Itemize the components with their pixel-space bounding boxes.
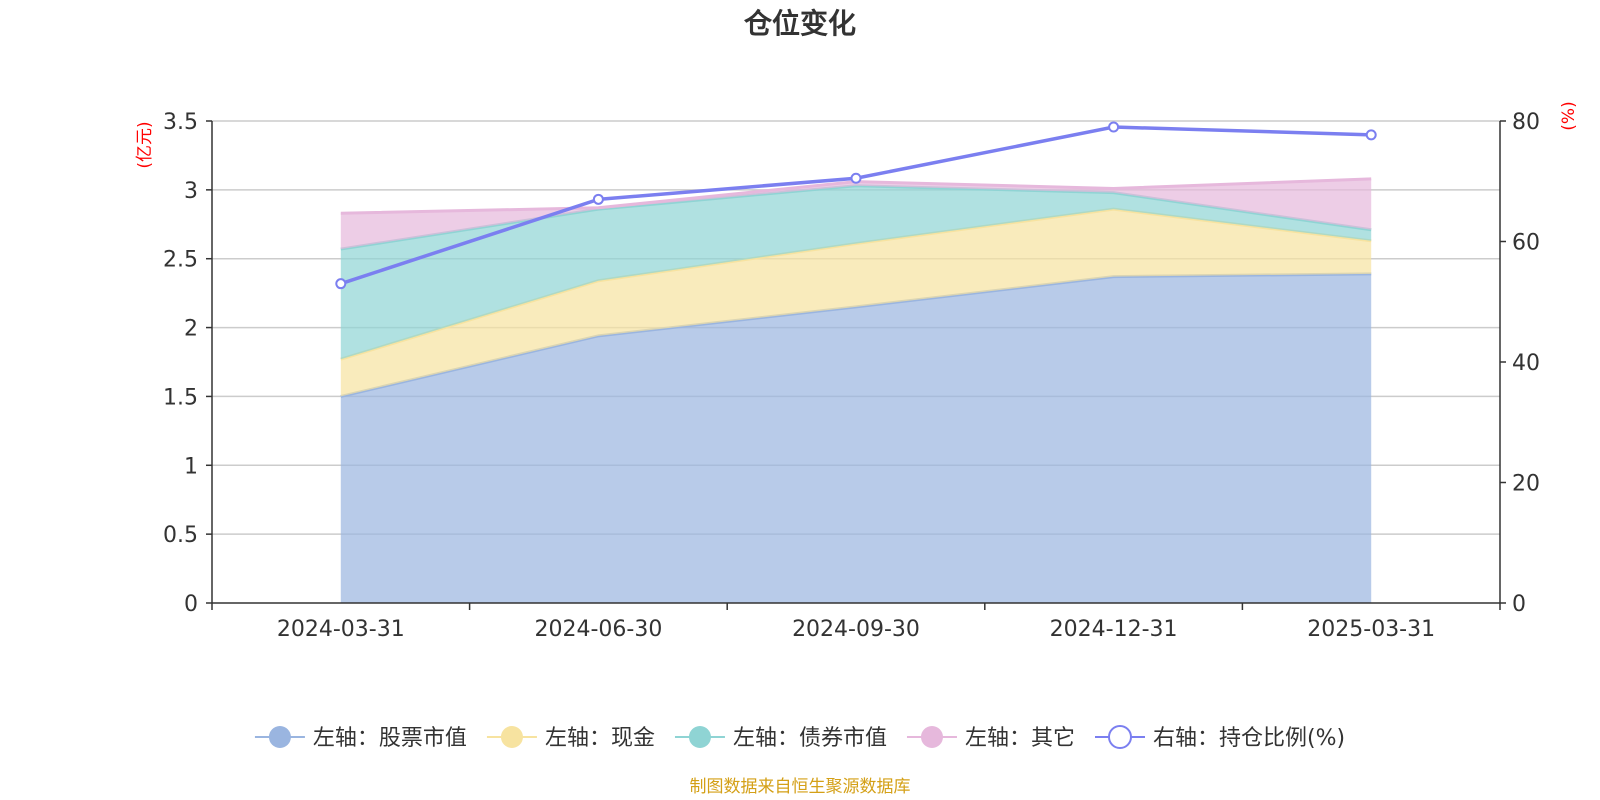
legend-label: 左轴：股票市值 (313, 726, 467, 751)
legend-item[interactable]: 左轴：现金 (486, 726, 655, 751)
legend-label: 左轴：其它 (965, 726, 1075, 751)
right-axis-tick-label: 60 (1512, 231, 1540, 256)
legend-label: 左轴：债券市值 (733, 726, 887, 751)
legend-label: 右轴：持仓比例(%) (1153, 726, 1345, 751)
legend-label: 左轴：现金 (545, 726, 655, 751)
legend-marker (920, 726, 943, 748)
x-axis-tick-label: 2024-03-31 (277, 617, 405, 642)
line-point (592, 193, 604, 205)
line-point (1108, 121, 1120, 133)
x-axis-tick-label: 2024-12-31 (1050, 617, 1178, 642)
left-axis-tick-label: 2.5 (163, 248, 198, 273)
left-axis-tick-label: 0.5 (163, 523, 198, 548)
line-point (850, 172, 862, 184)
area-左轴：债券市值 (340, 185, 1372, 360)
right-axis-tick-label: 80 (1512, 110, 1540, 135)
data-source: 制图数据来自恒生聚源数据库 (690, 777, 911, 797)
right-axis-tick-label: 40 (1512, 351, 1540, 376)
left-axis-tick-label: 0 (184, 592, 198, 617)
axes: 0 0.5 1 1.5 2 2.5 3 3.5 0 20 40 60 80 2024-03-31 2024-… (163, 110, 1540, 642)
area-左轴：股票市值 (340, 273, 1372, 603)
left-axis-tick-label: 1.5 (163, 385, 198, 410)
line-point (335, 278, 347, 290)
right-axis-unit: (%) (1559, 101, 1579, 130)
right-axis-tick-label: 20 (1512, 472, 1540, 497)
x-axis-tick-label: 2025-03-31 (1307, 617, 1435, 642)
ratio-line (335, 121, 1377, 290)
legend-marker (500, 726, 523, 748)
left-axis-tick-label: 2 (184, 317, 198, 342)
legend-item[interactable]: 左轴：股票市值 (254, 726, 467, 751)
right-axis-tick-label: 0 (1512, 592, 1526, 617)
x-axis-tick-label: 2024-06-30 (534, 617, 662, 642)
legend: 左轴：股票市值 左轴：现金 左轴：债券市值 左轴：其它 右轴：持仓比例(%) (254, 725, 1345, 751)
left-axis-tick-label: 3 (184, 179, 198, 204)
legend-marker (1107, 725, 1132, 749)
x-axis-tick-label: 2024-09-30 (792, 617, 920, 642)
legend-item[interactable]: 左轴：其它 (906, 726, 1075, 751)
chart-title: 仓位变化 (744, 7, 856, 40)
left-axis-tick-label: 1 (184, 454, 198, 479)
legend-marker (268, 726, 291, 748)
legend-marker (688, 726, 711, 748)
line-point (1365, 129, 1377, 141)
left-axis-unit: (亿元) (135, 121, 155, 168)
area-左轴：其它 (340, 178, 1372, 250)
left-axis-tick-label: 3.5 (163, 110, 198, 135)
area-左轴：现金 (340, 209, 1372, 397)
legend-item[interactable]: 左轴：债券市值 (674, 726, 887, 751)
legend-item[interactable]: 右轴：持仓比例(%) (1094, 725, 1345, 751)
stacked-areas (340, 177, 1372, 603)
